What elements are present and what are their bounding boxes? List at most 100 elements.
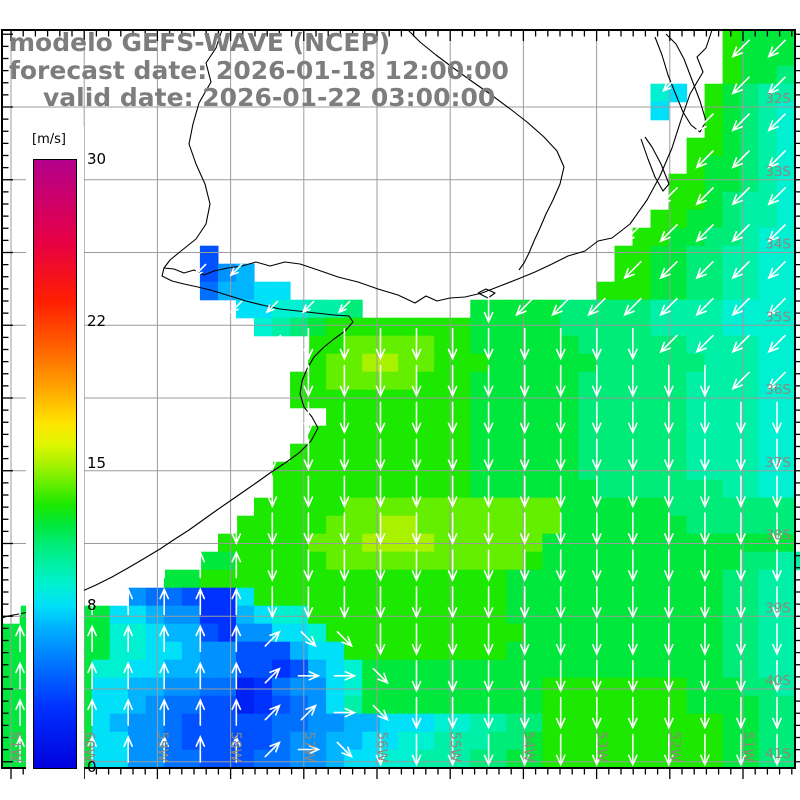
field-cell [776,119,796,139]
field-cell [452,623,471,643]
field-cell [632,371,652,391]
field-cell [596,551,616,571]
direction-arrow [123,735,133,763]
field-cell [506,677,525,697]
field-cell [470,407,489,427]
direction-arrow [591,733,602,767]
field-cell [740,569,760,589]
direction-arrow [627,401,638,435]
field-cell [704,659,724,679]
field-cell [578,569,597,589]
field-cell [254,497,273,517]
field-cell [668,425,688,445]
field-cell [758,281,778,301]
field-cell [542,641,561,661]
field-cell [596,371,616,391]
field-cell [668,317,688,337]
field-cell [740,191,760,211]
field-cell [290,479,309,499]
field-cell [452,551,471,571]
field-cell [398,605,417,625]
direction-arrow [231,550,242,579]
field-cell [380,515,399,535]
field-cell [344,515,363,535]
field-cell [272,317,291,337]
field-cell [506,443,525,463]
field-cell [362,371,381,391]
field-cell [524,389,543,409]
lon-label: 52W [667,731,683,762]
field-cell [740,227,760,247]
direction-arrow [664,660,674,693]
field-cell [524,353,543,373]
field-cell [740,443,760,463]
field-cell [488,515,507,535]
field-cell [362,569,381,589]
field-cell [199,623,219,643]
field-cell [650,659,670,679]
field-cell [776,47,796,67]
field-cell [650,371,670,391]
field-cell [236,515,255,535]
field-cell [434,569,453,589]
field-cell [434,317,453,337]
direction-arrow [664,401,674,435]
field-cell [614,407,634,427]
field-cell [596,281,616,301]
field-cell [542,731,561,751]
field-cell [524,425,543,445]
field-cell [596,299,616,319]
direction-arrow [695,187,714,206]
field-cell [758,245,778,265]
field-cell [163,605,183,625]
field-cell [380,749,399,769]
field-cell [362,623,381,643]
direction-arrow [519,586,530,619]
field-cell [668,389,688,409]
field-cell [398,317,417,337]
field-cell [776,317,796,337]
field-cell [704,191,724,211]
field-cell [488,605,507,625]
field-cell [776,731,796,751]
field-cell [506,623,525,643]
field-cell [452,479,471,499]
field-cell [578,605,597,625]
field-cell [560,353,579,373]
field-cell [632,749,652,769]
field-cell [506,605,525,625]
direction-arrow [303,549,314,582]
field-cell [308,749,327,769]
field-cell [758,569,778,589]
direction-arrow [303,401,314,435]
field-cell [127,641,147,661]
field-cell [290,569,309,589]
field-cell [596,659,616,679]
field-cell [254,587,273,607]
field-cell [776,695,796,715]
field-cell [524,371,543,391]
direction-arrow [736,549,746,582]
field-cell [452,389,471,409]
field-cell [740,101,760,121]
direction-arrow [695,150,714,169]
field-cell [524,497,543,517]
field-cell [434,407,453,427]
field-cell [416,605,435,625]
field-cell [344,317,363,337]
field-cell [308,497,327,517]
field-cell [434,731,453,751]
title-block: modelo GEFS-WAVE (NCEP) forecast date: 2… [9,29,509,112]
field-cell [434,497,453,517]
direction-arrow [229,300,243,314]
field-cell [506,731,525,751]
direction-arrow [519,549,530,582]
field-cell [740,749,760,769]
field-cell [524,551,543,571]
direction-arrow [700,438,710,472]
field-cell [524,569,543,589]
field-cell [488,659,507,679]
field-cell [704,371,724,391]
direction-arrow [15,698,25,726]
field-cell [632,317,652,337]
